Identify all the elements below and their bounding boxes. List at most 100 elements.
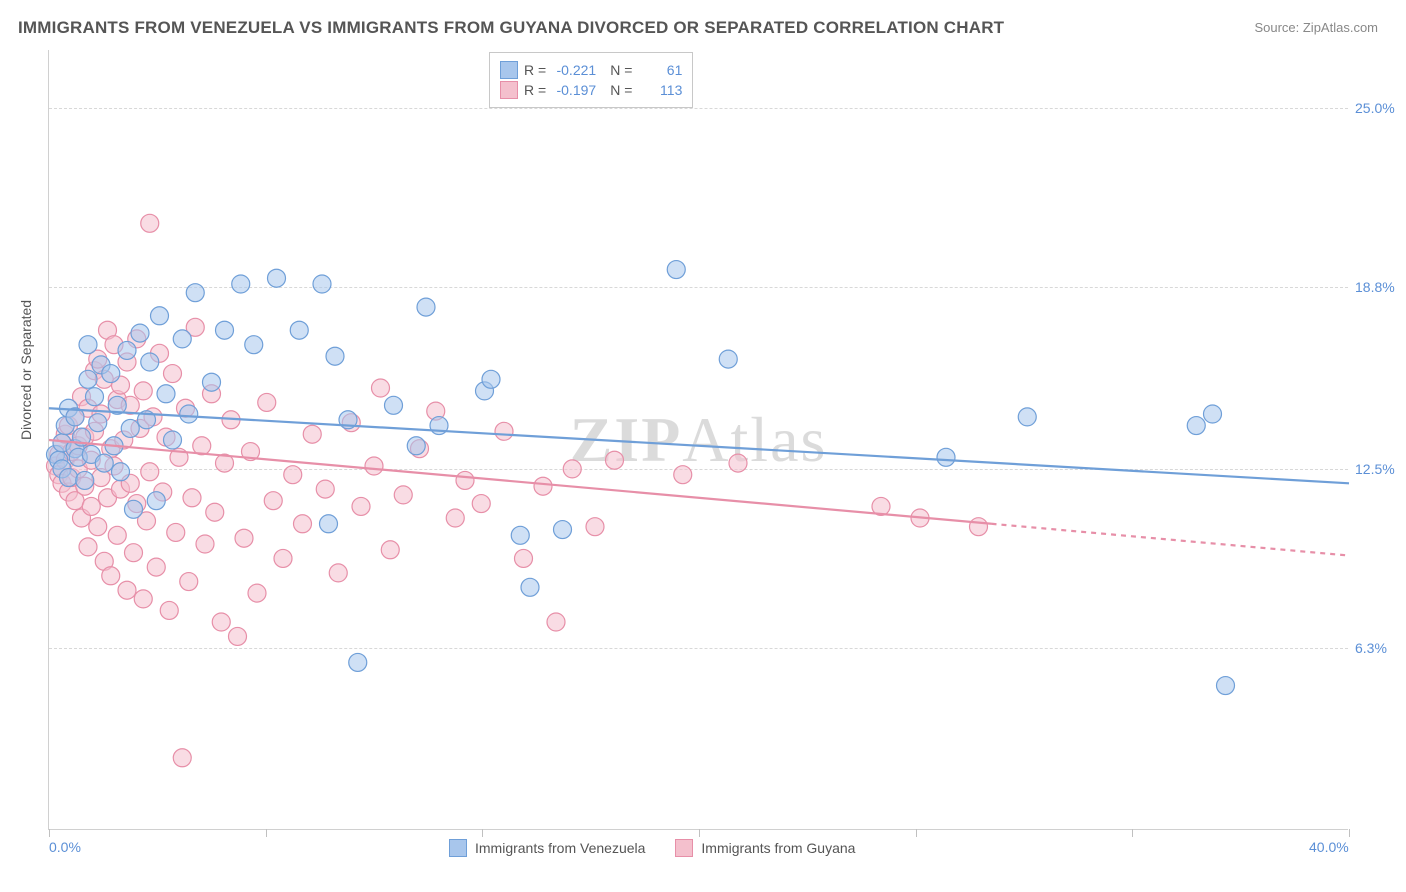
data-point [173,330,191,348]
data-point [515,549,533,567]
legend-swatch [500,81,518,99]
data-point [547,613,565,631]
trend-line-dashed [992,524,1350,556]
x-tick-label: 0.0% [49,839,81,855]
data-point [125,544,143,562]
data-point [121,419,139,437]
data-point [102,365,120,383]
data-point [258,393,276,411]
data-point [112,463,130,481]
data-point [274,549,292,567]
data-point [248,584,266,602]
trend-line [49,440,992,524]
x-tick [49,829,50,837]
data-point [719,350,737,368]
data-point [316,480,334,498]
data-point [268,269,286,287]
x-tick [699,829,700,837]
legend-bottom: Immigrants from Venezuela Immigrants from… [449,839,855,857]
stat-n-label: N = [610,62,632,78]
data-point [407,437,425,455]
data-point [482,370,500,388]
data-point [495,422,513,440]
stat-r-value: -0.197 [552,82,596,98]
data-point [186,284,204,302]
data-point [183,489,201,507]
data-point [394,486,412,504]
data-point [1018,408,1036,426]
data-point [381,541,399,559]
stat-n-label: N = [610,82,632,98]
data-point [167,523,185,541]
data-point [521,578,539,596]
data-point [102,567,120,585]
data-point [196,535,214,553]
source-label: Source: ZipAtlas.com [1254,20,1378,35]
y-tick-label: 6.3% [1355,640,1406,656]
y-tick-label: 18.8% [1355,279,1406,295]
data-point [206,503,224,521]
x-tick [266,829,267,837]
data-point [417,298,435,316]
data-point [534,477,552,495]
data-point [134,382,152,400]
data-point [89,518,107,536]
data-point [674,466,692,484]
data-point [349,653,367,671]
data-point [79,336,97,354]
stat-r-value: -0.221 [552,62,596,78]
data-point [365,457,383,475]
data-point [563,460,581,478]
stat-r-label: R = [524,62,546,78]
data-point [151,307,169,325]
chart-title: IMMIGRANTS FROM VENEZUELA VS IMMIGRANTS … [18,18,1004,38]
data-point [82,497,100,515]
data-point [329,564,347,582]
data-point [147,558,165,576]
data-point [554,521,572,539]
data-point [131,324,149,342]
data-point [729,454,747,472]
data-point [372,379,390,397]
data-point [937,448,955,466]
data-point [164,431,182,449]
data-point [95,454,113,472]
data-point [586,518,604,536]
x-tick [1132,829,1133,837]
y-tick-label: 25.0% [1355,100,1406,116]
data-point [79,538,97,556]
scatter-svg [49,50,1348,829]
data-point [164,365,182,383]
data-point [86,388,104,406]
data-point [79,370,97,388]
data-point [456,471,474,489]
legend-stat-row: R =-0.197N =113 [500,81,682,99]
data-point [60,469,78,487]
data-point [141,214,159,232]
data-point [1204,405,1222,423]
legend-label: Immigrants from Guyana [701,840,855,856]
legend-item: Immigrants from Guyana [675,839,855,857]
data-point [157,385,175,403]
x-tick-label: 40.0% [1309,839,1349,855]
data-point [147,492,165,510]
data-point [141,463,159,481]
data-point [89,414,107,432]
plot-area: ZIPAtlas 6.3%12.5%18.8%25.0% 0.0%40.0% R… [48,50,1348,830]
legend-item: Immigrants from Venezuela [449,839,645,857]
data-point [229,627,247,645]
data-point [313,275,331,293]
data-point [326,347,344,365]
data-point [284,466,302,484]
data-point [173,749,191,767]
data-point [212,613,230,631]
data-point [511,526,529,544]
data-point [352,497,370,515]
data-point [303,425,321,443]
data-point [1187,417,1205,435]
data-point [108,526,126,544]
data-point [76,471,94,489]
legend-swatch [500,61,518,79]
legend-correlation-box: R =-0.221N =61R =-0.197N =113 [489,52,693,108]
data-point [118,581,136,599]
